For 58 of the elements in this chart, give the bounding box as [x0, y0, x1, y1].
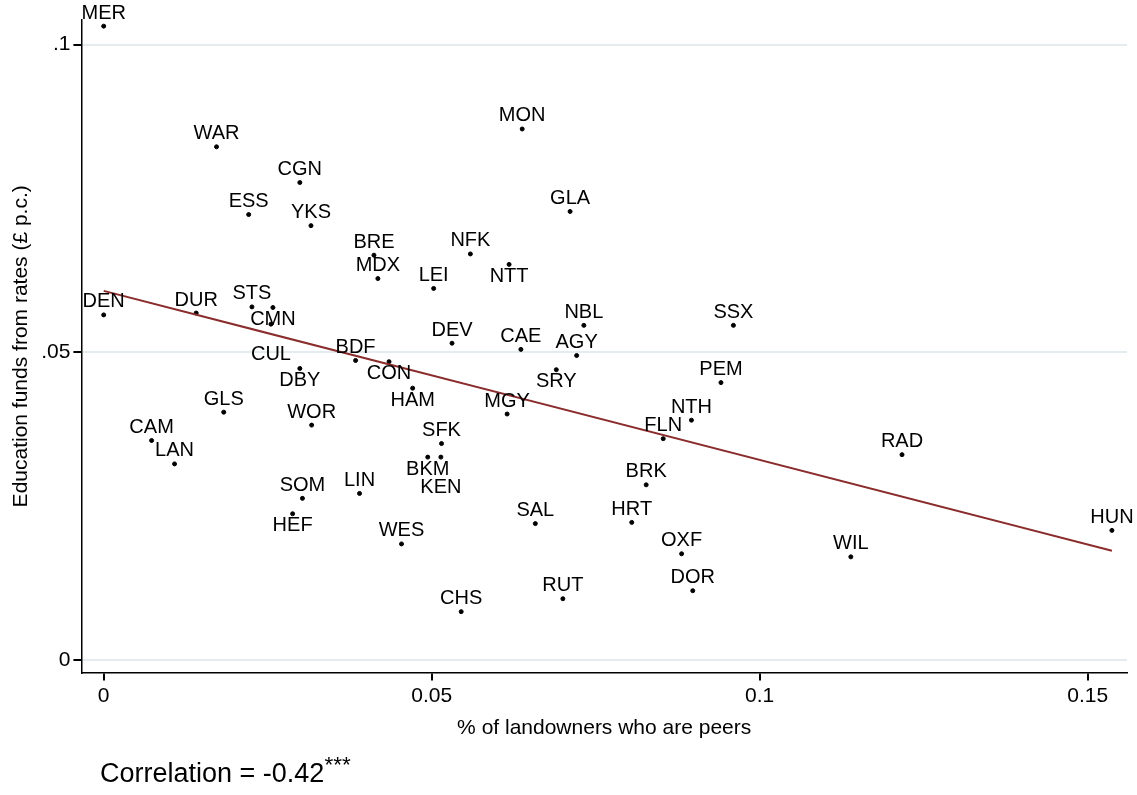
data-label: BDF — [335, 334, 376, 357]
y-axis-title: Education funds from rates (£ p.c.) — [8, 185, 32, 508]
data-label: MDX — [355, 253, 401, 276]
data-label: MGY — [484, 388, 530, 411]
data-label: CON — [366, 361, 412, 384]
data-label: LEI — [418, 262, 449, 285]
data-label: DBY — [279, 367, 321, 390]
data-label: RAD — [880, 429, 924, 452]
data-label: SRY — [535, 369, 577, 392]
data-label: PEM — [699, 357, 743, 380]
text: Correlation = -0.42$^{***}$ — [100, 752, 351, 789]
x-tick-label: 0.1 — [745, 683, 775, 706]
data-label: MER — [81, 0, 126, 23]
data-label: ESS — [228, 189, 269, 212]
data-label: CAM — [129, 415, 174, 438]
x-axis-title: % of landowners who are peers — [457, 715, 752, 739]
y-tick-label: .05 — [41, 339, 71, 363]
data-label: WAR — [193, 121, 240, 144]
data-label: GLA — [550, 185, 591, 208]
data-label: SOM — [279, 472, 326, 495]
data-label: WOR — [287, 399, 337, 422]
y-tick-label: .1 — [52, 31, 71, 55]
data-label: CAE — [500, 323, 542, 346]
x-tick-label: 0.15 — [1067, 683, 1109, 706]
data-label: AGY — [555, 330, 598, 353]
data-label: STS — [232, 281, 272, 304]
data-label: YKS — [290, 200, 331, 223]
data-label: DEN — [82, 289, 125, 312]
x-tick-label: 0 — [97, 683, 110, 706]
data-label: DUR — [174, 287, 218, 310]
data-label: CGN — [277, 157, 323, 180]
data-label: SSX — [713, 299, 754, 322]
data-label: LIN — [343, 467, 376, 490]
data-label: NTT — [489, 263, 529, 286]
data-label: SFK — [422, 418, 462, 441]
data-label: BRE — [353, 229, 395, 252]
data-label: CUL — [250, 341, 291, 364]
data-label: SAL — [516, 498, 555, 521]
data-label: OXF — [661, 528, 703, 551]
data-label: HUN — [1090, 504, 1134, 527]
data-label: CMN — [250, 307, 296, 330]
data-label: DOR — [670, 565, 715, 588]
data-label: RUT — [542, 573, 584, 596]
y-tick-label: 0 — [58, 647, 71, 671]
data-label: HRT — [611, 496, 653, 519]
data-label: LAN — [155, 438, 194, 461]
data-label: HAM — [390, 387, 435, 410]
data-label: DEV — [431, 317, 474, 340]
x-tick-label: 0.05 — [411, 683, 453, 706]
data-label: NFK — [450, 228, 492, 251]
data-label: WES — [378, 518, 425, 541]
data-label: HEF — [272, 513, 313, 536]
data-label: MON — [498, 103, 546, 126]
data-label: GLS — [203, 386, 244, 409]
data-label: WIL — [833, 531, 869, 554]
data-label: CHS — [440, 586, 483, 609]
data-label: BRK — [625, 459, 668, 482]
data-label: NBL — [564, 299, 604, 322]
